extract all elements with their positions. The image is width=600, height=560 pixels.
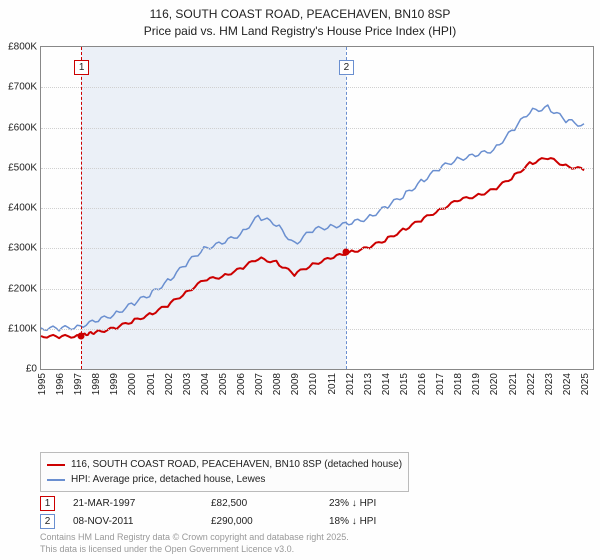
footer-line2: This data is licensed under the Open Gov… [40,544,349,556]
y-tick-label: £600K [8,122,41,133]
x-tick-label: 2021 [508,373,519,395]
title-line1: 116, SOUTH COAST ROAD, PEACEHAVEN, BN10 … [0,6,600,23]
gridline [41,289,593,290]
data-row: 1 21-MAR-1997 £82,500 23% ↓ HPI [40,494,376,512]
marker-line [81,47,82,369]
x-tick-label: 2019 [471,373,482,395]
legend-swatch [47,464,65,466]
x-tick-label: 2022 [526,373,537,395]
x-tick-label: 2002 [164,373,175,395]
gridline [41,87,593,88]
x-tick-label: 2004 [200,373,211,395]
data-row-price: £82,500 [211,498,311,509]
legend-row: 116, SOUTH COAST ROAD, PEACEHAVEN, BN10 … [47,457,402,472]
x-tick-label: 2001 [146,373,157,395]
x-tick-label: 2003 [182,373,193,395]
footer-attribution: Contains HM Land Registry data © Crown c… [40,532,349,555]
marker-label-box: 2 [339,60,354,75]
x-tick-label: 2023 [544,373,555,395]
gridline [41,248,593,249]
x-tick-label: 2020 [489,373,500,395]
x-tick-label: 1997 [73,373,84,395]
x-tick-label: 2015 [399,373,410,395]
x-tick-label: 2008 [272,373,283,395]
y-tick-label: £700K [8,82,41,93]
x-tick-label: 2017 [435,373,446,395]
data-point-table: 1 21-MAR-1997 £82,500 23% ↓ HPI 2 08-NOV-2011… [40,494,376,530]
x-tick-label: 1995 [37,373,48,395]
marker-line [346,47,347,369]
data-row-date: 08-NOV-2011 [73,516,193,527]
x-tick-label: 2025 [580,373,591,395]
data-row-delta: 23% ↓ HPI [329,498,376,509]
y-tick-label: £300K [8,243,41,254]
y-tick-label: £400K [8,203,41,214]
x-tick-label: 2016 [417,373,428,395]
gridline [41,208,593,209]
x-tick-label: 2011 [327,373,338,395]
data-row-price: £290,000 [211,516,311,527]
x-tick-label: 2007 [254,373,265,395]
x-tick-label: 2014 [381,373,392,395]
legend-row: HPI: Average price, detached house, Lewe… [47,472,402,487]
data-row-marker: 2 [40,514,55,529]
x-tick-label: 2012 [345,373,356,395]
legend: 116, SOUTH COAST ROAD, PEACEHAVEN, BN10 … [40,452,409,492]
chart-container: £0£100K£200K£300K£400K£500K£600K£700K£80… [0,42,600,412]
x-tick-label: 2024 [562,373,573,395]
y-tick-label: £100K [8,323,41,334]
x-tick-label: 1998 [91,373,102,395]
x-tick-label: 1996 [55,373,66,395]
legend-label: 116, SOUTH COAST ROAD, PEACEHAVEN, BN10 … [71,457,402,472]
footer-line1: Contains HM Land Registry data © Crown c… [40,532,349,544]
sale-point-dot [78,332,85,339]
legend-label: HPI: Average price, detached house, Lewe… [71,472,265,487]
x-tick-label: 2010 [308,373,319,395]
y-tick-label: £800K [8,42,41,53]
x-tick-label: 2000 [127,373,138,395]
x-tick-label: 2006 [236,373,247,395]
x-tick-label: 1999 [109,373,120,395]
x-tick-label: 2009 [290,373,301,395]
x-tick-label: 2005 [218,373,229,395]
plot-area: £0£100K£200K£300K£400K£500K£600K£700K£80… [40,46,594,370]
data-row-date: 21-MAR-1997 [73,498,193,509]
x-tick-label: 2018 [453,373,464,395]
data-row-delta: 18% ↓ HPI [329,516,376,527]
sale-point-dot [342,249,349,256]
marker-label-box: 1 [74,60,89,75]
gridline [41,329,593,330]
gridline [41,168,593,169]
legend-swatch [47,479,65,481]
y-tick-label: £500K [8,162,41,173]
data-row: 2 08-NOV-2011 £290,000 18% ↓ HPI [40,512,376,530]
title-line2: Price paid vs. HM Land Registry's House … [0,23,600,40]
chart-title-block: 116, SOUTH COAST ROAD, PEACEHAVEN, BN10 … [0,0,600,40]
series-hpi [41,105,584,331]
x-tick-label: 2013 [363,373,374,395]
gridline [41,128,593,129]
data-row-marker: 1 [40,496,55,511]
y-tick-label: £200K [8,283,41,294]
